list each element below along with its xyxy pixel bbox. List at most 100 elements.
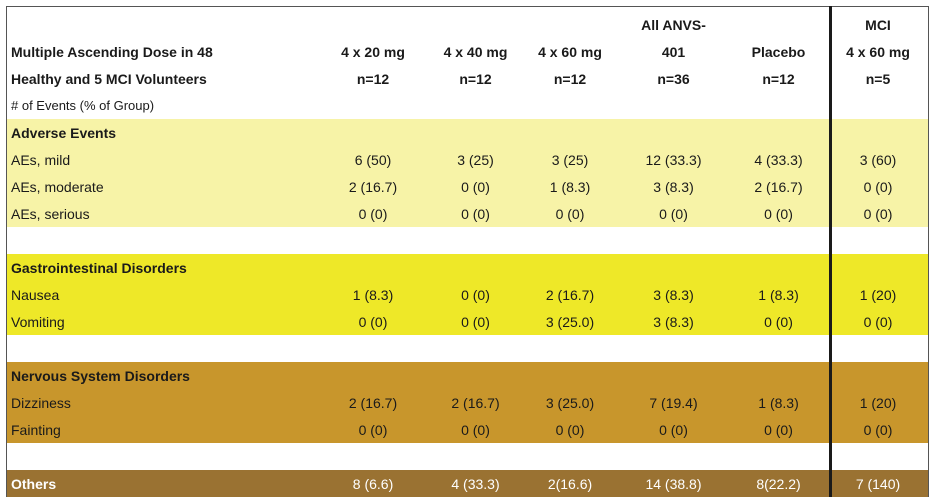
row-label: AEs, serious	[11, 205, 90, 222]
cell: 1 (20)	[859, 394, 897, 411]
header-cell	[7, 7, 317, 38]
cell: 0 (0)	[461, 205, 490, 222]
cell: 0 (0)	[659, 421, 688, 438]
cell: 3 (25.0)	[545, 313, 595, 330]
cell: 0 (0)	[358, 313, 388, 330]
cell: 0 (0)	[659, 205, 688, 222]
cell: 2 (16.7)	[754, 178, 803, 195]
cell: 3 (60)	[859, 151, 897, 168]
cell: 0 (0)	[461, 421, 490, 438]
table-row: Dizziness 2 (16.7) 2 (16.7) 3 (25.0) 7 (…	[7, 389, 928, 416]
cell: 1 (8.3)	[758, 394, 799, 411]
spacer-row	[7, 227, 928, 254]
row-label: Nausea	[11, 286, 60, 303]
cell: 0 (0)	[764, 421, 793, 438]
header-n: n=5	[865, 70, 891, 87]
cell: 14 (38.8)	[645, 475, 702, 492]
cell: 0 (0)	[863, 178, 893, 195]
cell: 0 (0)	[358, 205, 388, 222]
cell: 1 (20)	[859, 286, 897, 303]
spacer-row	[7, 443, 928, 470]
cell: 8 (6.6)	[352, 475, 394, 492]
cell: 7 (140)	[855, 475, 901, 492]
cell: 0 (0)	[764, 313, 793, 330]
header-mci-top: MCI	[865, 16, 891, 33]
cell: 0 (0)	[461, 313, 490, 330]
cell: 4 (33.3)	[754, 151, 803, 168]
others-row: Others 8 (6.6) 4 (33.3) 2(16.6) 14 (38.8…	[7, 470, 928, 497]
row-label: AEs, mild	[11, 151, 71, 168]
table-title-line-1: Multiple Ascending Dose in 48	[11, 43, 213, 60]
header-n: n=12	[553, 70, 587, 87]
row-label: Dizziness	[11, 394, 71, 411]
header-cell	[729, 7, 828, 38]
table-title-line-2: Healthy and 5 MCI Volunteers	[11, 70, 207, 87]
row-label: AEs, moderate	[11, 178, 104, 195]
table-subtitle: # of Events (% of Group)	[11, 98, 155, 113]
cell: 6 (50)	[354, 151, 392, 168]
header-all-anvs-top: All ANVS-	[641, 16, 706, 33]
table-row: Nausea 1 (8.3) 0 (0) 2 (16.7) 3 (8.3) 1 …	[7, 281, 928, 308]
header-n: n=12	[762, 70, 795, 87]
section-title: Nervous System Disorders	[11, 367, 190, 384]
header-all-anvs: 401	[661, 43, 686, 60]
table-row: AEs, serious 0 (0) 0 (0) 0 (0) 0 (0) 0 (…	[7, 200, 928, 227]
row-label: Others	[11, 475, 57, 492]
section-header-adverse-events: Adverse Events	[7, 119, 928, 146]
section-header-nervous-system: Nervous System Disorders	[7, 362, 928, 389]
header-n: n=12	[459, 70, 492, 87]
header-cell	[522, 7, 618, 38]
header-mci-dose: 4 x 60 mg	[846, 43, 910, 60]
header-dose-20mg: 4 x 20 mg	[341, 43, 405, 60]
table-row: Fainting 0 (0) 0 (0) 0 (0) 0 (0) 0 (0) 0…	[7, 416, 928, 443]
header-row-1: All ANVS- MCI	[7, 7, 928, 38]
cell: 0 (0)	[555, 421, 585, 438]
header-row-2: Multiple Ascending Dose in 48 4 x 20 mg …	[7, 38, 928, 65]
header-n: n=12	[356, 70, 390, 87]
cell: 7 (19.4)	[649, 394, 698, 411]
cell: 3 (8.3)	[653, 313, 694, 330]
cell: 0 (0)	[358, 421, 388, 438]
cell: 3 (25.0)	[545, 394, 595, 411]
mci-column-divider	[829, 6, 832, 497]
cell: 3 (25)	[551, 151, 589, 168]
cell: 1 (8.3)	[352, 286, 394, 303]
cell: 12 (33.3)	[645, 151, 702, 168]
table-row: AEs, mild 6 (50) 3 (25) 3 (25) 12 (33.3)…	[7, 146, 928, 173]
cell: 2 (16.7)	[545, 286, 595, 303]
row-label: Vomiting	[11, 313, 65, 330]
table-row: Vomiting 0 (0) 0 (0) 3 (25.0) 3 (8.3) 0 …	[7, 308, 928, 335]
section-title: Gastrointestinal Disorders	[11, 259, 187, 276]
header-dose-40mg: 4 x 40 mg	[443, 43, 508, 60]
table-row: AEs, moderate 2 (16.7) 0 (0) 1 (8.3) 3 (…	[7, 173, 928, 200]
subtitle-row: # of Events (% of Group)	[7, 92, 928, 119]
section-header-gastrointestinal: Gastrointestinal Disorders	[7, 254, 928, 281]
cell: 8(22.2)	[756, 475, 801, 492]
header-dose-60mg: 4 x 60 mg	[538, 43, 602, 60]
table-frame	[6, 6, 929, 497]
cell: 1 (8.3)	[758, 286, 799, 303]
cell: 1 (8.3)	[549, 178, 591, 195]
cell: 0 (0)	[461, 178, 490, 195]
cell: 3 (8.3)	[653, 286, 694, 303]
cell: 2 (16.7)	[348, 394, 398, 411]
cell: 0 (0)	[863, 313, 893, 330]
cell: 2 (16.7)	[348, 178, 398, 195]
cell: 3 (8.3)	[653, 178, 694, 195]
cell: 2(16.6)	[547, 475, 593, 492]
cell: 3 (25)	[457, 151, 494, 168]
header-cell	[317, 7, 429, 38]
cell: 0 (0)	[555, 205, 585, 222]
cell: 4 (33.3)	[451, 475, 500, 492]
cell: 0 (0)	[863, 421, 893, 438]
header-n: n=36	[657, 70, 690, 87]
header-row-3: Healthy and 5 MCI Volunteers n=12 n=12 n…	[7, 65, 928, 92]
cell: 0 (0)	[764, 205, 793, 222]
header-cell	[429, 7, 522, 38]
adverse-events-table: All ANVS- MCI Multiple Ascending Dose in…	[7, 7, 928, 497]
cell: 0 (0)	[863, 205, 893, 222]
cell: 2 (16.7)	[451, 394, 500, 411]
header-placebo: Placebo	[751, 43, 806, 60]
section-title: Adverse Events	[11, 124, 117, 141]
